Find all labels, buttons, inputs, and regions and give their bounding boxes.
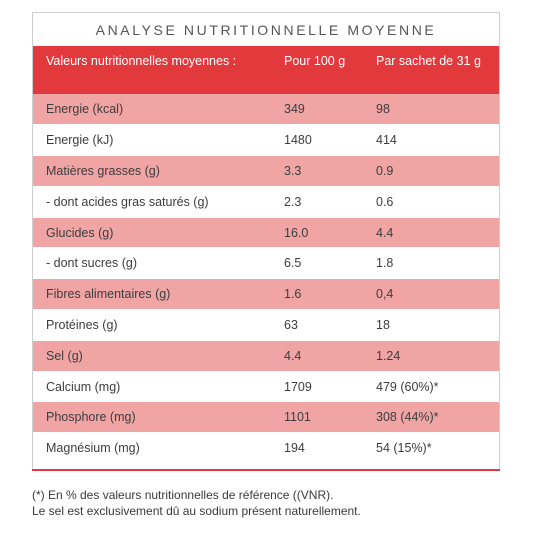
table-row: Sel (g) 4.4 1.24 (33, 339, 499, 372)
table-row: - dont sucres (g) 6.5 1.8 (33, 247, 499, 279)
value-per-100g: 63 (271, 309, 363, 341)
table-row: Phosphore (mg) 1101 308 (44%)* (33, 401, 499, 433)
header-nutrient: Valeurs nutritionnelles moyennes : (33, 46, 271, 94)
value-per-100g: 1709 (271, 370, 363, 402)
value-per-sachet: 1.8 (363, 247, 499, 279)
nutrient-label: - dont acides gras saturés (g) (33, 185, 271, 218)
value-per-sachet: 0.6 (363, 185, 499, 218)
value-per-100g: 3.3 (271, 155, 363, 187)
value-per-sachet: 54 (15%)* (363, 432, 499, 464)
value-per-sachet: 0,4 (363, 278, 499, 310)
value-per-100g: 1.6 (271, 278, 363, 310)
value-per-sachet: 308 (44%)* (363, 401, 499, 433)
table-header-row: Valeurs nutritionnelles moyennes : Pour … (33, 46, 499, 94)
panel-title: ANALYSE NUTRITIONNELLE MOYENNE (95, 21, 437, 38)
value-per-sachet: 18 (363, 309, 499, 341)
table-row: Fibres alimentaires (g) 1.6 0,4 (33, 278, 499, 310)
value-per-sachet: 414 (363, 124, 499, 156)
nutrient-label: Protéines (g) (33, 309, 271, 341)
value-per-sachet: 98 (363, 94, 499, 125)
nutrition-table: Valeurs nutritionnelles moyennes : Pour … (33, 46, 499, 464)
value-per-100g: 349 (271, 94, 363, 125)
value-per-100g: 16.0 (271, 216, 363, 248)
table-row: - dont acides gras saturés (g) 2.3 0.6 (33, 185, 499, 218)
table-row: Energie (kcal) 349 98 (33, 94, 499, 125)
value-per-100g: 6.5 (271, 247, 363, 279)
value-per-sachet: 1.24 (363, 339, 499, 372)
table-row: Matières grasses (g) 3.3 0.9 (33, 155, 499, 187)
nutrient-label: Glucides (g) (33, 216, 271, 248)
nutrient-label: Matières grasses (g) (33, 155, 271, 187)
table-row: Energie (kJ) 1480 414 (33, 124, 499, 156)
nutrient-label: Magnésium (mg) (33, 432, 271, 464)
nutrient-label: Calcium (mg) (33, 370, 271, 402)
header-per-sachet: Par sachet de 31 g (363, 46, 499, 94)
value-per-sachet: 0.9 (363, 155, 499, 187)
value-per-100g: 2.3 (271, 185, 363, 218)
table-row: Magnésium (mg) 194 54 (15%)* (33, 432, 499, 464)
footnote: (*) En % des valeurs nutritionnelles de … (32, 487, 361, 519)
bottom-divider (32, 469, 500, 471)
footnote-vnr: (*) En % des valeurs nutritionnelles de … (32, 488, 334, 502)
value-per-sachet: 4.4 (363, 216, 499, 248)
nutrient-label: Energie (kcal) (33, 94, 271, 125)
table-row: Calcium (mg) 1709 479 (60%)* (33, 370, 499, 402)
nutrient-label: Fibres alimentaires (g) (33, 278, 271, 310)
value-per-sachet: 479 (60%)* (363, 370, 499, 402)
value-per-100g: 1480 (271, 124, 363, 156)
value-per-100g: 1101 (271, 401, 363, 433)
footnote-salt: Le sel est exclusivement dû au sodium pr… (32, 504, 361, 518)
nutrition-panel: ANALYSE NUTRITIONNELLE MOYENNE Valeurs n… (32, 12, 500, 469)
nutrient-label: - dont sucres (g) (33, 247, 271, 279)
value-per-100g: 194 (271, 432, 363, 464)
nutrient-label: Energie (kJ) (33, 124, 271, 156)
value-per-100g: 4.4 (271, 339, 363, 372)
table-row: Protéines (g) 63 18 (33, 309, 499, 341)
nutrient-label: Phosphore (mg) (33, 401, 271, 433)
table-row: Glucides (g) 16.0 4.4 (33, 216, 499, 248)
header-per-100g: Pour 100 g (271, 46, 363, 94)
nutrient-label: Sel (g) (33, 339, 271, 372)
